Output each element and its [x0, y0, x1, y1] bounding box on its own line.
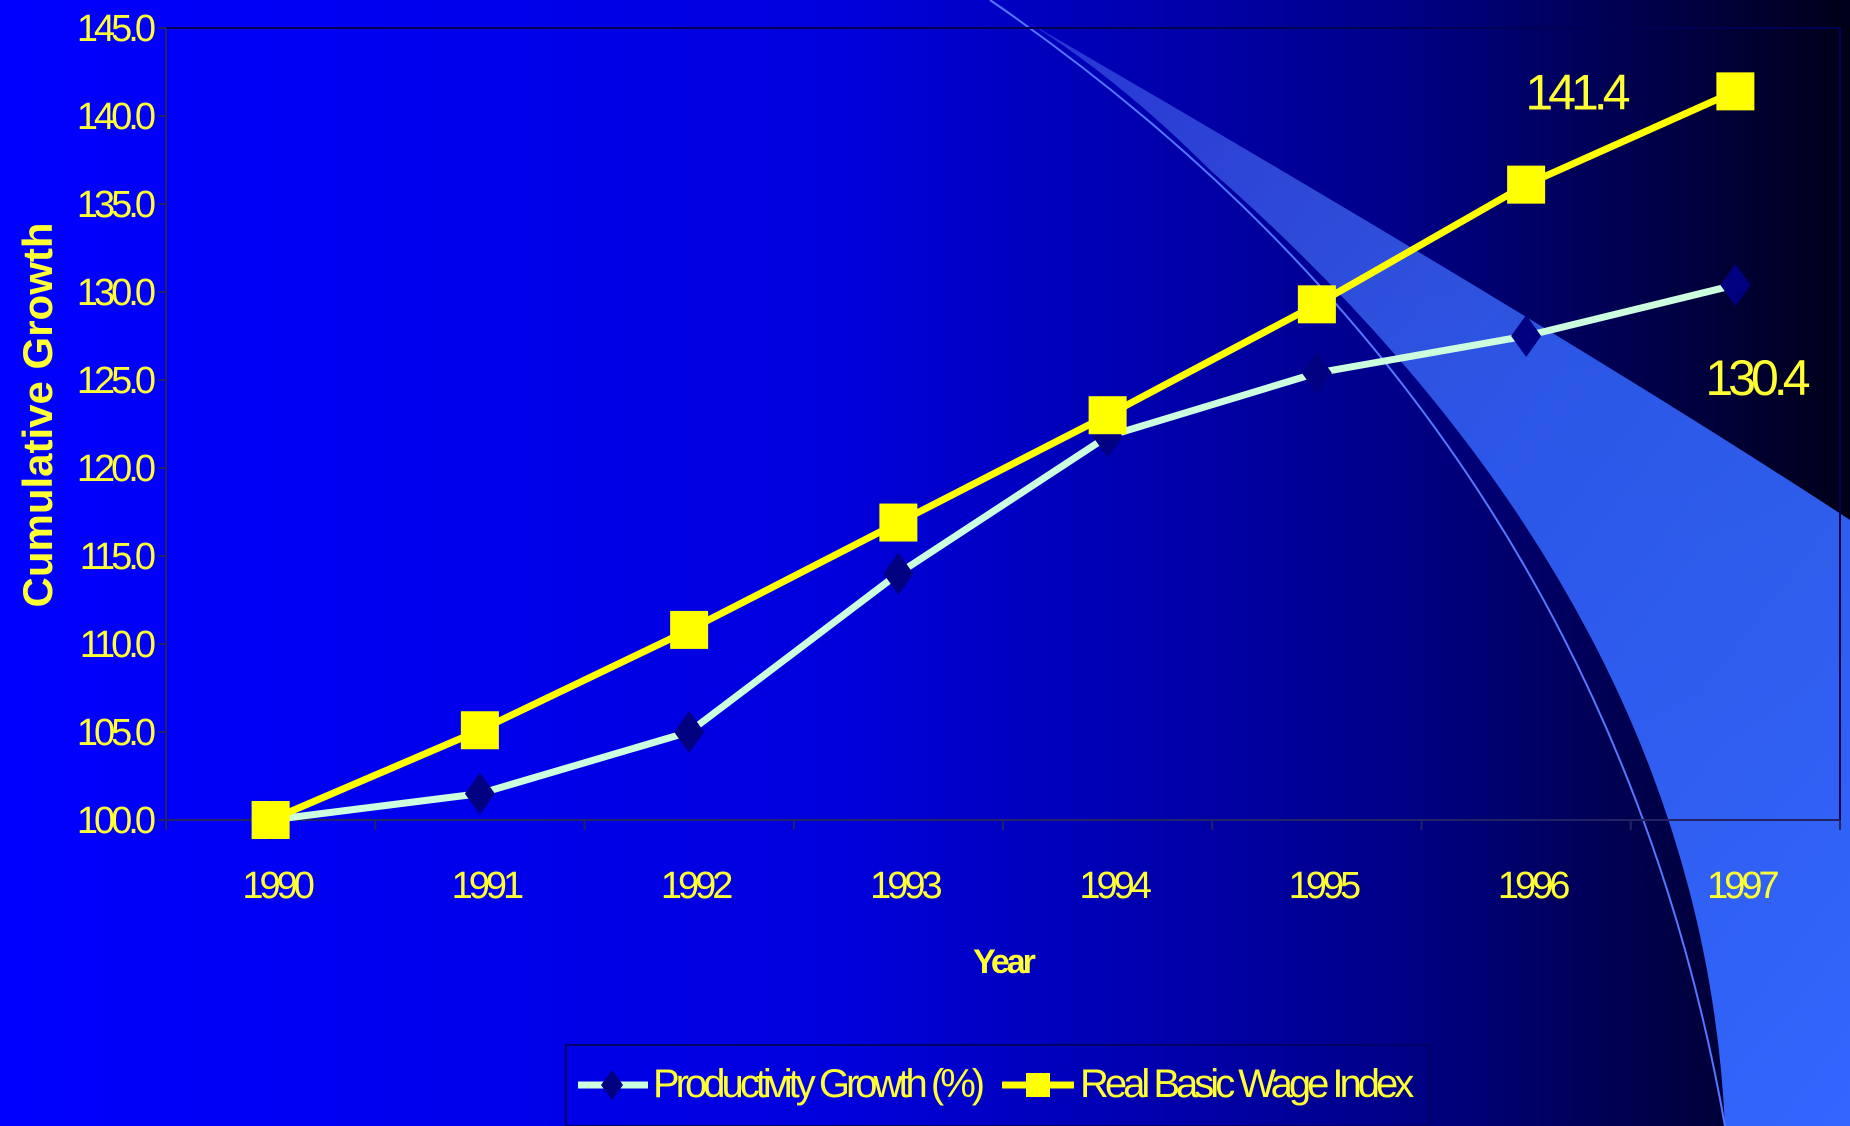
y-tick-label: 125.0 — [77, 360, 155, 402]
decorative-swoosh-edge — [989, 0, 1726, 1126]
x-tick-label: 1990 — [242, 865, 313, 907]
legend-label-wage: Real Basic Wage Index — [1080, 1062, 1414, 1106]
x-tick-label: 1991 — [452, 865, 523, 907]
x-tick-label: 1992 — [661, 865, 732, 907]
series-1 — [251, 72, 1755, 839]
data-point-square — [879, 503, 918, 542]
data-point-square — [460, 711, 499, 750]
legend-box — [565, 1044, 1431, 1126]
data-point-diamond — [674, 711, 705, 753]
data-point-diamond — [1511, 315, 1542, 357]
x-axis-title: Year — [973, 943, 1036, 981]
data-label: 141.4 — [1525, 64, 1629, 120]
y-tick-label: 130.0 — [77, 272, 155, 314]
data-point-square — [1297, 285, 1336, 324]
x-tick-label: 1994 — [1079, 865, 1151, 907]
y-axis: 100.0 105.0 110.0 115.0 120.0 125.0 130.0 135.0… — [77, 8, 167, 842]
legend-label-productivity: Productivity Growth (%) — [653, 1062, 983, 1106]
data-labels: 141.4 130.4 — [1525, 64, 1814, 406]
y-tick-label: 145.0 — [77, 8, 155, 50]
data-point-square — [670, 610, 709, 649]
data-point-square — [1716, 72, 1755, 111]
data-point-square — [1088, 396, 1127, 435]
x-axis: 1990 1991 1992 1993 1994 1995 1996 1997 — [165, 819, 1841, 907]
y-tick-label: 115.0 — [80, 536, 155, 578]
y-tick-label: 110.0 — [80, 624, 155, 666]
legend: Productivity Growth (%) Real Basic Wage … — [565, 1044, 1431, 1126]
data-point-diamond — [1720, 263, 1751, 306]
x-tick-label: 1997 — [1707, 865, 1778, 907]
data-point-square — [251, 801, 290, 839]
decorative-swoosh — [990, 0, 1850, 1126]
series-line-0 — [270, 281, 1737, 824]
x-tick-label: 1995 — [1289, 865, 1360, 907]
legend-swatch-wage-marker — [1026, 1073, 1050, 1097]
y-tick-label: 120.0 — [77, 448, 155, 490]
x-tick-label: 1993 — [870, 865, 941, 907]
data-point-diamond — [464, 772, 495, 815]
data-label: 130.4 — [1705, 350, 1809, 406]
x-tick-label: 1996 — [1498, 865, 1569, 907]
y-tick-label: 105.0 — [77, 712, 155, 754]
series-layer — [251, 72, 1755, 841]
data-point-square — [1507, 165, 1546, 204]
series-line-1 — [269, 88, 1737, 824]
y-tick-label: 100.0 — [77, 800, 155, 842]
legend-swatch-productivity-marker — [601, 1070, 623, 1100]
data-point-diamond — [883, 552, 914, 595]
y-axis-title: Cumulative Growth — [14, 222, 61, 607]
y-tick-label: 140.0 — [77, 96, 155, 138]
legend-item-productivity: Productivity Growth (%) — [578, 1062, 987, 1106]
data-point-diamond — [1301, 351, 1332, 394]
y-tick-label: 135.0 — [77, 184, 155, 226]
legend-item-wage: Real Basic Wage Index — [1002, 1062, 1418, 1106]
